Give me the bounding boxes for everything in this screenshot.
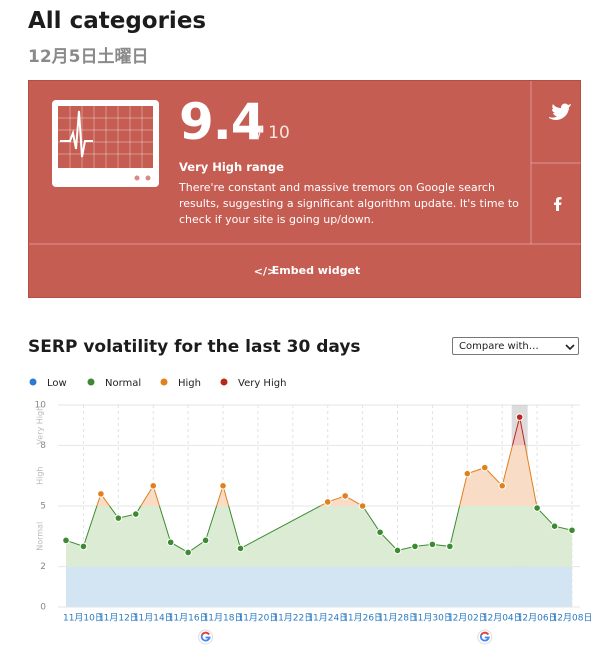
x-tick-label: 12月04日 bbox=[482, 613, 523, 624]
point bbox=[149, 482, 158, 490]
score: 9.4 bbox=[179, 93, 266, 151]
x-tick-label: 11月24日 bbox=[307, 613, 348, 624]
point bbox=[533, 504, 541, 512]
band-label: High bbox=[36, 467, 45, 485]
google-g bbox=[200, 631, 211, 642]
google-g-red bbox=[480, 631, 490, 636]
point bbox=[376, 528, 384, 537]
point bbox=[166, 538, 175, 547]
legend-dot bbox=[29, 378, 37, 386]
y-tick-label: 5 bbox=[40, 502, 46, 512]
chart-title: SERP volatility for the last 30 days bbox=[28, 337, 361, 357]
point bbox=[515, 413, 524, 421]
x-tick-label: 11月12日 bbox=[98, 613, 139, 624]
y-tick-label: 0 bbox=[40, 603, 46, 613]
description: There're constant and massive tremors on… bbox=[179, 181, 519, 226]
band-label: Normal bbox=[36, 522, 45, 551]
compare-label[interactable]: Compare with… bbox=[459, 341, 539, 352]
legend-label: Normal bbox=[105, 378, 141, 389]
point bbox=[97, 490, 105, 498]
band-area bbox=[512, 417, 526, 446]
line bbox=[65, 506, 573, 554]
line bbox=[96, 445, 538, 506]
legend-label: Very High bbox=[238, 378, 286, 389]
card-decor: </> bbox=[29, 81, 581, 278]
google-update bbox=[477, 629, 493, 645]
x-tick-label: 12月08日 bbox=[552, 613, 593, 624]
point bbox=[463, 469, 472, 478]
monitor-icon bbox=[52, 100, 159, 187]
chevron bbox=[565, 344, 575, 351]
point bbox=[550, 522, 559, 531]
point bbox=[219, 482, 227, 490]
point bbox=[428, 540, 437, 549]
point bbox=[568, 526, 576, 535]
google-g-red bbox=[201, 631, 210, 636]
band-area bbox=[66, 506, 572, 567]
google-update bbox=[198, 629, 214, 645]
google-g bbox=[480, 631, 490, 642]
score-card: </> 9.4 / 10 Very High range There're co… bbox=[28, 80, 581, 298]
y-tick-label: 2 bbox=[40, 562, 46, 572]
point bbox=[79, 542, 88, 551]
google-badge bbox=[198, 629, 214, 645]
google-badge bbox=[477, 629, 493, 645]
x-tick-label: 11月20日 bbox=[237, 613, 278, 624]
legend-dot bbox=[220, 378, 228, 386]
x-tick-label: 12月06日 bbox=[517, 613, 558, 624]
point bbox=[358, 502, 367, 510]
point bbox=[62, 536, 70, 545]
point bbox=[341, 492, 349, 500]
date: 12月5日土曜日 bbox=[28, 47, 149, 67]
embed-button[interactable]: Embed widget bbox=[29, 264, 581, 277]
legend-label: High bbox=[178, 378, 201, 389]
x-tick-label: 11月22日 bbox=[272, 613, 313, 624]
band-label: Very High bbox=[36, 406, 45, 445]
x-tick-label: 11月28日 bbox=[377, 613, 418, 624]
x-tick-label: 11月18日 bbox=[203, 613, 244, 624]
x-tick-label: 12月02日 bbox=[447, 613, 488, 624]
point bbox=[393, 546, 402, 555]
point bbox=[184, 548, 192, 557]
point bbox=[236, 544, 245, 553]
line bbox=[511, 416, 526, 446]
point bbox=[498, 482, 507, 490]
facebook-icon[interactable] bbox=[554, 197, 562, 211]
page-title: All categories bbox=[28, 8, 207, 34]
point bbox=[323, 498, 332, 506]
range-label: Very High range bbox=[179, 160, 284, 174]
x-tick-label: 11月30日 bbox=[412, 613, 453, 624]
x-tick-label: 11月10日 bbox=[63, 613, 104, 624]
point bbox=[411, 542, 419, 551]
point bbox=[201, 536, 210, 545]
point bbox=[446, 542, 454, 551]
band-area bbox=[66, 566, 572, 607]
x-tick-label: 11月26日 bbox=[342, 613, 383, 624]
legend-dot bbox=[87, 378, 95, 386]
embed-label[interactable]: Embed widget bbox=[271, 264, 361, 277]
x-tick-label: 11月14日 bbox=[133, 613, 174, 624]
code-icon: </> bbox=[254, 265, 276, 278]
line bbox=[66, 417, 572, 552]
y-tick-label: 8 bbox=[40, 441, 46, 451]
legend-label: Low bbox=[47, 378, 67, 389]
twitter-icon[interactable] bbox=[549, 103, 571, 120]
legend-dot bbox=[160, 378, 168, 386]
point bbox=[480, 463, 489, 472]
x-tick-label: 11月16日 bbox=[168, 613, 209, 624]
highlight-column bbox=[511, 405, 528, 607]
band-area bbox=[96, 445, 537, 506]
y-tick-label: 10 bbox=[35, 401, 47, 411]
compare-select[interactable]: Compare with… bbox=[452, 337, 579, 355]
score-max: / 10 bbox=[257, 123, 290, 143]
point bbox=[131, 510, 140, 518]
point bbox=[114, 514, 123, 522]
